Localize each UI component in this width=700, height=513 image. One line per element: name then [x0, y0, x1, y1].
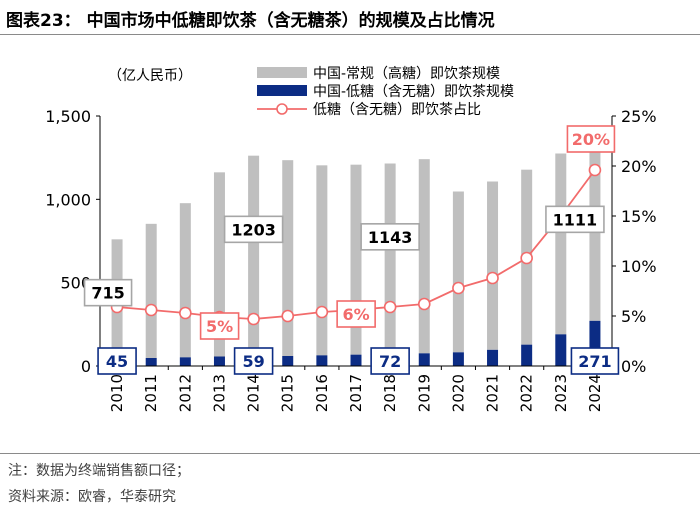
bar-regular	[248, 155, 260, 357]
x-tick-label: 2014	[245, 374, 263, 412]
callout-label: 20%	[572, 130, 610, 149]
figure-title: 图表23： 中国市场中低糖即饮茶（含无糖茶）的规模及占比情况	[6, 11, 495, 31]
bar-regular	[384, 163, 396, 354]
y-left-unit-label: （亿人民币）	[108, 68, 192, 84]
y-left-tick-label: 1,500	[45, 107, 91, 126]
bar-low-sugar	[452, 352, 464, 366]
share-point	[383, 300, 397, 314]
share-point	[247, 312, 260, 326]
bar-regular	[316, 165, 328, 356]
share-point	[417, 297, 431, 311]
x-tick-label: 2021	[484, 374, 502, 412]
bar-low-sugar	[350, 354, 362, 366]
bar-regular	[145, 223, 157, 358]
footer-rule	[0, 453, 700, 454]
legend-label: 低糖（含无糖）即饮茶占比	[313, 102, 481, 118]
bar-low-sugar	[282, 356, 294, 366]
y-right-tick-label: 10%	[621, 257, 657, 276]
bar-regular	[487, 181, 499, 350]
legend-label: 中国-低糖（含无糖）即饮茶规模	[313, 84, 514, 100]
bar-low-sugar	[521, 344, 533, 366]
share-point	[281, 309, 295, 323]
legend-swatch	[257, 85, 307, 96]
x-tick-label: 2023	[552, 374, 570, 412]
share-point	[452, 281, 465, 295]
bar-regular	[213, 172, 225, 357]
bar-regular	[282, 160, 294, 356]
callout-box	[360, 223, 420, 251]
share-point	[520, 251, 533, 265]
share-point	[144, 303, 158, 317]
x-tick-label: 2019	[415, 374, 433, 412]
callout-label: 72	[379, 352, 401, 371]
x-tick-label: 2011	[142, 374, 160, 412]
callout-label: 6%	[343, 305, 370, 324]
callout-box	[545, 205, 605, 234]
chart-source: 资料来源：欧睿，华泰研究	[8, 489, 176, 505]
y-right-tick-label: 15%	[621, 207, 657, 226]
callout-label: 59	[242, 352, 264, 371]
share-point	[315, 305, 329, 319]
x-tick-label: 2010	[108, 374, 126, 412]
title-rule	[0, 34, 700, 35]
x-tick-label: 2024	[586, 374, 604, 412]
x-tick-label: 2012	[176, 374, 194, 412]
callout-box	[233, 347, 274, 375]
y-right-tick-label: 5%	[621, 307, 646, 326]
bar-regular	[555, 153, 567, 335]
y-left-tick-label: 500	[60, 274, 91, 293]
x-tick-label: 2016	[313, 374, 331, 412]
x-tick-label: 2022	[518, 374, 536, 412]
callout-label: 1203	[231, 220, 276, 239]
bar-low-sugar	[179, 357, 191, 366]
x-tick-label: 2013	[210, 374, 228, 412]
y-right-tick-label: 20%	[621, 157, 657, 176]
bar-low-sugar	[487, 349, 499, 366]
callout-label: 1111	[553, 210, 598, 229]
bar-regular	[418, 159, 430, 354]
bar-low-sugar	[555, 334, 567, 366]
callout-label: 5%	[206, 317, 233, 336]
legend-swatch	[257, 67, 307, 78]
legend-label: 中国-常规（高糖）即饮茶规模	[313, 65, 500, 82]
callout-box	[97, 347, 137, 375]
share-point	[179, 306, 192, 320]
callout-label: 45	[106, 352, 128, 371]
chart-note: 注：数据为终端销售额口径；	[8, 463, 190, 479]
callout-box	[370, 347, 410, 375]
bar-low-sugar	[418, 353, 430, 366]
bar-low-sugar	[316, 355, 328, 366]
y-right-tick-label: 25%	[621, 107, 657, 126]
share-point	[588, 163, 602, 177]
x-tick-label: 2015	[279, 374, 297, 412]
bar-low-sugar	[145, 358, 157, 366]
x-tick-label: 2020	[449, 374, 467, 412]
bar-low-sugar	[213, 356, 225, 366]
x-tick-label: 2017	[347, 374, 365, 412]
callout-box	[83, 278, 133, 307]
y-right-tick-label: 0%	[621, 357, 646, 376]
callout-label: 715	[91, 284, 124, 303]
bar-low-sugar	[589, 320, 601, 366]
callout-label: 271	[578, 352, 611, 371]
y-left-tick-label: 0	[81, 357, 91, 376]
bar-regular	[350, 164, 362, 355]
y-left-tick-label: 1,000	[45, 190, 91, 209]
share-point	[486, 271, 499, 285]
callout-box	[199, 312, 240, 340]
bar-regular	[452, 191, 464, 353]
x-tick-label: 2018	[381, 374, 399, 412]
callout-box	[570, 347, 620, 375]
bar-regular	[179, 203, 191, 358]
callout-label: 1143	[368, 228, 413, 247]
legend-marker	[276, 103, 288, 115]
callout-box	[566, 125, 616, 153]
callout-box	[223, 215, 284, 244]
callout-box	[336, 300, 376, 328]
